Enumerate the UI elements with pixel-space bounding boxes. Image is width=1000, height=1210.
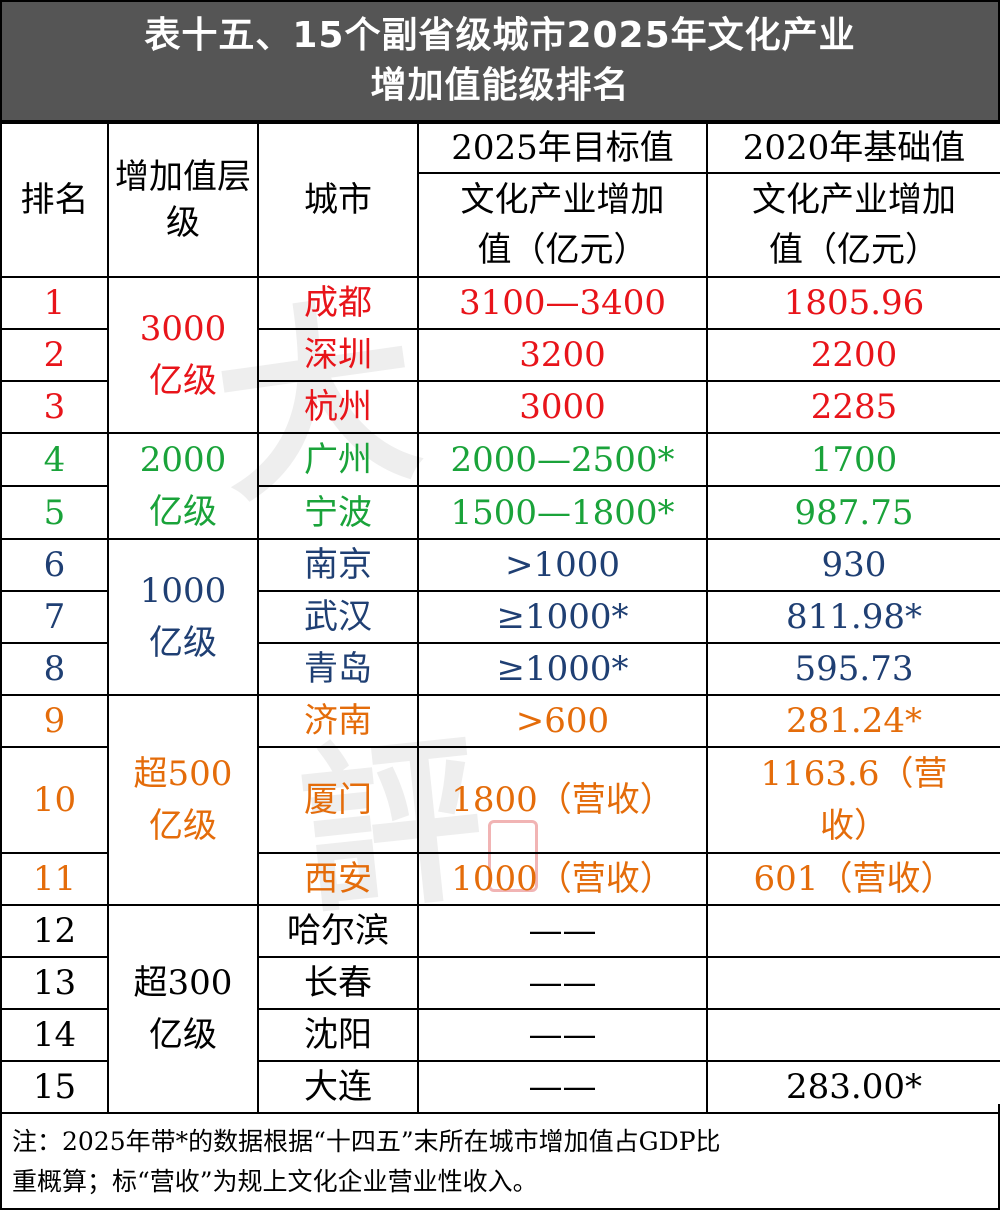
table-row: 13 长春 ——: [0, 956, 1000, 1010]
target-cell: ——: [417, 904, 708, 958]
header-city: 城市: [257, 122, 419, 278]
table-row: 5 宁波 1500—1800* 987.75: [0, 485, 1000, 540]
footnote-line-1: 注：2025年带*的数据根据“十四五”末所在城市增加值占GDP比: [12, 1127, 721, 1156]
city-cell: 长春: [257, 956, 419, 1010]
city-cell: 深圳: [257, 328, 419, 382]
table-row: 6 1000亿级 南京 >1000 930: [0, 538, 1000, 696]
base-cell: 281.24*: [706, 694, 1000, 748]
city-cell: 杭州: [257, 380, 419, 434]
table-row: 11 西安 1000（营收） 601（营收）: [0, 852, 1000, 906]
rank-cell: 5: [0, 485, 109, 540]
city-cell: 南京: [257, 538, 419, 592]
rank-cell: 12: [0, 904, 109, 958]
rank-cell: 10: [0, 746, 109, 854]
target-cell: >600: [417, 694, 708, 748]
base-cell: [706, 1008, 1000, 1062]
footnote-line-2: 重概算；标“营收”为规上文化企业营业性收入。: [12, 1167, 538, 1196]
base-cell: 1805.96: [706, 276, 1000, 330]
target-cell: ——: [417, 956, 708, 1010]
city-cell: 大连: [257, 1060, 419, 1114]
target-cell: 3100—3400: [417, 276, 708, 330]
table-title: 表十五、15个副省级城市2025年文化产业 增加值能级排名: [0, 0, 1000, 122]
base-cell: 595.73: [706, 642, 1000, 696]
city-cell: 广州: [257, 432, 419, 487]
city-cell: 厦门: [257, 746, 419, 854]
header-rank: 排名: [0, 122, 109, 278]
header-target-metric: 文化产业增加值（亿元）: [417, 172, 708, 278]
rank-cell: 14: [0, 1008, 109, 1062]
city-cell: 宁波: [257, 485, 419, 540]
base-cell: [706, 956, 1000, 1010]
rank-cell: 3: [0, 380, 109, 434]
city-cell: 沈阳: [257, 1008, 419, 1062]
target-cell: >1000: [417, 538, 708, 592]
rank-cell: 7: [0, 590, 109, 644]
city-cell: 青岛: [257, 642, 419, 696]
title-line-1: 表十五、15个副省级城市2025年文化产业: [144, 15, 856, 56]
base-cell: 987.75: [706, 485, 1000, 540]
header-row-2: 文化产业增加值（亿元） 文化产业增加值（亿元）: [1, 172, 1000, 278]
target-cell: ≥1000*: [417, 642, 708, 696]
city-cell: 哈尔滨: [257, 904, 419, 958]
rank-cell: 9: [0, 694, 109, 748]
tier-cell: 1000亿级: [107, 538, 259, 696]
tier-cell: 3000亿级: [107, 276, 259, 434]
table-row: 4 2000亿级 广州 2000—2500* 1700: [0, 432, 1000, 540]
base-cell: 283.00*: [706, 1060, 1000, 1114]
table-row: 8 青岛 ≥1000* 595.73: [0, 642, 1000, 696]
header-base-metric: 文化产业增加值（亿元）: [706, 172, 1000, 278]
rank-cell: 8: [0, 642, 109, 696]
table-row: 10 厦门 1800（营收） 1163.6（营收）: [0, 746, 1000, 854]
target-cell: 1000（营收）: [417, 852, 708, 906]
table-row: 9 超500亿级 济南 >600 281.24*: [0, 694, 1000, 906]
rank-cell: 2: [0, 328, 109, 382]
base-cell: 601（营收）: [706, 852, 1000, 906]
rank-cell: 6: [0, 538, 109, 592]
rank-cell: 4: [0, 432, 109, 487]
target-cell: ≥1000*: [417, 590, 708, 644]
header-row-1: 排名 增加值层级 城市 2025年目标值 2020年基础值: [0, 122, 1000, 278]
target-cell: 3200: [417, 328, 708, 382]
city-cell: 西安: [257, 852, 419, 906]
tier-cell: 2000亿级: [107, 432, 259, 540]
base-cell: 811.98*: [706, 590, 1000, 644]
base-cell: 1700: [706, 432, 1000, 487]
base-cell: 930: [706, 538, 1000, 592]
header-tier: 增加值层级: [107, 122, 259, 278]
table-row: 7 武汉 ≥1000* 811.98*: [0, 590, 1000, 644]
base-cell: [706, 904, 1000, 958]
rank-cell: 15: [0, 1060, 109, 1114]
rank-cell: 1: [0, 276, 109, 330]
table-row: 1 3000亿级 成都 3100—3400 1805.96: [0, 276, 1000, 434]
rank-cell: 13: [0, 956, 109, 1010]
base-cell: 1163.6（营收）: [706, 746, 1000, 854]
table-row: 15 大连 —— 283.00*: [0, 1060, 1000, 1114]
table-row: 14 沈阳 ——: [0, 1008, 1000, 1062]
city-cell: 成都: [257, 276, 419, 330]
city-cell: 武汉: [257, 590, 419, 644]
table-row: 2 深圳 3200 2200: [0, 328, 1000, 382]
target-cell: 2000—2500*: [417, 432, 708, 487]
city-cell: 济南: [257, 694, 419, 748]
rank-cell: 11: [0, 852, 109, 906]
ranking-table: 排名 增加值层级 城市 2025年目标值 2020年基础值 文化产业增加值（亿元…: [0, 122, 1000, 1114]
footnote: 注：2025年带*的数据根据“十四五”末所在城市增加值占GDP比 重概算；标“营…: [0, 1104, 1000, 1210]
base-cell: 2200: [706, 328, 1000, 382]
target-cell: ——: [417, 1008, 708, 1062]
target-cell: ——: [417, 1060, 708, 1114]
table-row: 3 杭州 3000 2285: [0, 380, 1000, 434]
tier-cell: 超500亿级: [107, 694, 259, 906]
header-base-group: 2020年基础值: [706, 122, 1000, 174]
title-line-2: 增加值能级排名: [370, 65, 630, 106]
target-cell: 1500—1800*: [417, 485, 708, 540]
target-cell: 1800（营收）: [417, 746, 708, 854]
base-cell: 2285: [706, 380, 1000, 434]
header-target-group: 2025年目标值: [417, 122, 708, 174]
tier-cell: 超300亿级: [107, 904, 259, 1114]
table-row: 12 超300亿级 哈尔滨 ——: [0, 904, 1000, 1114]
target-cell: 3000: [417, 380, 708, 434]
